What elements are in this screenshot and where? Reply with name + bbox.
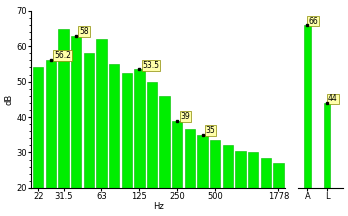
Bar	[84, 53, 94, 188]
X-axis label: Hz: Hz	[153, 202, 164, 211]
Bar	[58, 29, 69, 188]
Bar	[109, 64, 119, 188]
Text: 39: 39	[181, 112, 190, 121]
Text: 44: 44	[328, 94, 338, 103]
Y-axis label: dB: dB	[5, 94, 14, 105]
Bar	[197, 135, 208, 188]
Bar	[261, 158, 271, 188]
Bar	[273, 163, 284, 188]
Text: 56.2: 56.2	[54, 51, 71, 60]
Bar	[210, 140, 220, 188]
Bar	[159, 96, 170, 188]
Text: 66: 66	[308, 17, 318, 25]
Bar	[46, 60, 56, 188]
Bar	[235, 151, 246, 188]
Bar	[71, 36, 81, 188]
Bar	[33, 67, 44, 188]
Bar	[324, 103, 331, 188]
Bar	[147, 82, 157, 188]
Bar	[304, 25, 311, 188]
Bar	[248, 152, 258, 188]
Text: 35: 35	[206, 126, 215, 135]
Text: 58: 58	[79, 27, 89, 36]
Text: 53.5: 53.5	[143, 61, 159, 70]
Bar	[185, 129, 195, 188]
Bar	[223, 145, 233, 188]
Bar	[134, 69, 144, 188]
Bar	[172, 121, 182, 188]
Bar	[121, 73, 132, 188]
Bar	[96, 39, 106, 188]
